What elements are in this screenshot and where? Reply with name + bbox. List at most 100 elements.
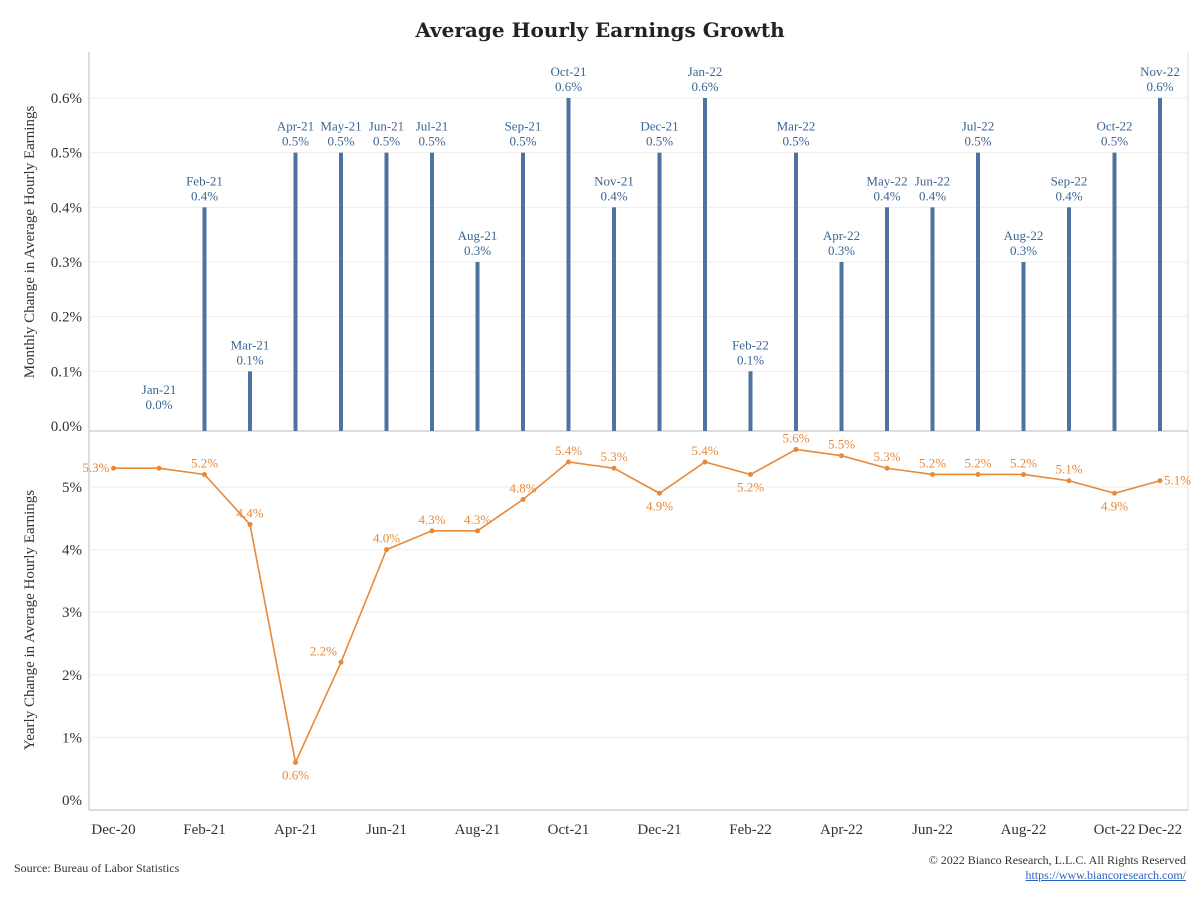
x-tick-label: Aug-22 bbox=[1001, 822, 1047, 838]
bar-category-label: Jun-22 bbox=[915, 173, 950, 188]
bar-category-label: Apr-21 bbox=[277, 119, 314, 134]
line-point bbox=[566, 459, 571, 465]
chart-title: Average Hourly Earnings Growth bbox=[414, 18, 785, 42]
bar bbox=[248, 371, 252, 431]
line-value-label: 0.6% bbox=[282, 767, 309, 782]
y-tick-label: 4% bbox=[62, 543, 82, 559]
bar-category-label: May-22 bbox=[866, 173, 907, 188]
bar-value-label: 0.3% bbox=[464, 243, 491, 258]
bar bbox=[202, 207, 207, 431]
line-point bbox=[520, 497, 526, 503]
x-tick-label: Dec-22 bbox=[1138, 822, 1182, 838]
bar bbox=[885, 207, 889, 431]
line-point bbox=[156, 465, 162, 471]
bar-value-label: 0.5% bbox=[782, 134, 809, 149]
bar-value-label: 0.5% bbox=[646, 134, 673, 149]
bar-category-label: Feb-22 bbox=[732, 337, 769, 352]
y-tick-label: 0.5% bbox=[51, 146, 82, 162]
y-tick-label: 0.6% bbox=[51, 91, 82, 107]
y-ticks: 0.0% 0.1% 0.2% 0.3% 0.4% 0.5% 0.6% 0% 1% 2% 3% 4% 5% bbox=[51, 91, 82, 809]
y-axis-label-monthly: Monthly Change in Average Hourly Earning… bbox=[22, 106, 38, 379]
bar-category-label: Oct-22 bbox=[1096, 119, 1132, 134]
line-value-label: 2.2% bbox=[310, 643, 337, 658]
bar-category-label: Nov-22 bbox=[1140, 64, 1180, 79]
x-tick-label: Jun-22 bbox=[912, 822, 953, 838]
bar-series bbox=[202, 97, 1162, 431]
bar-value-label: 0.3% bbox=[828, 243, 855, 258]
line-value-label: 5.2% bbox=[919, 455, 946, 470]
line-value-label: 4.4% bbox=[236, 506, 263, 521]
line-point bbox=[748, 471, 753, 477]
line-point bbox=[975, 471, 981, 477]
line-value-label: 4.0% bbox=[373, 531, 400, 546]
line-value-label: 5.2% bbox=[191, 455, 218, 470]
line-point bbox=[657, 490, 662, 496]
bar-category-label: Feb-21 bbox=[186, 173, 223, 188]
y-tick-label: 5% bbox=[62, 480, 82, 496]
bar-value-label: 0.4% bbox=[873, 188, 900, 203]
bar bbox=[1158, 97, 1162, 431]
bar-category-label: Jul-22 bbox=[962, 119, 995, 134]
y-tick-label: 3% bbox=[62, 605, 82, 621]
line-point bbox=[202, 471, 207, 477]
x-ticks: Dec-20 Feb-21 Apr-21 Jun-21 Aug-21 Oct-21 Dec-… bbox=[91, 822, 1182, 838]
bar bbox=[1112, 152, 1117, 431]
bar bbox=[976, 152, 980, 431]
y-tick-label: 0.2% bbox=[51, 310, 82, 326]
bar bbox=[612, 207, 616, 431]
bar-category-label: Dec-21 bbox=[640, 119, 678, 134]
website-link[interactable]: https://www.biancoresearch.com/ bbox=[1025, 868, 1186, 882]
x-tick-label: Feb-22 bbox=[729, 822, 772, 838]
line-point bbox=[611, 465, 617, 471]
bar-category-label: Aug-21 bbox=[458, 228, 498, 243]
bar bbox=[794, 152, 798, 431]
bar-category-label: Jan-21 bbox=[142, 382, 177, 397]
line-point bbox=[475, 528, 480, 534]
bar-category-label: Oct-21 bbox=[550, 64, 586, 79]
source-note: Source: Bureau of Labor Statistics bbox=[14, 861, 180, 875]
x-tick-label: Dec-20 bbox=[91, 822, 135, 838]
bar-value-label: 0.5% bbox=[282, 134, 309, 149]
line-point bbox=[1021, 471, 1026, 477]
bar-value-label: 0.1% bbox=[737, 352, 764, 367]
chart-frame bbox=[88, 52, 1189, 811]
x-tick-label: Oct-22 bbox=[1094, 822, 1136, 838]
bar-value-label: 0.5% bbox=[1101, 134, 1128, 149]
bar-value-label: 0.5% bbox=[964, 134, 991, 149]
bar bbox=[475, 261, 480, 431]
bar bbox=[1021, 261, 1026, 431]
line-value-label: 5.2% bbox=[1010, 455, 1037, 470]
line-point bbox=[247, 522, 253, 528]
line-value-label: 4.3% bbox=[418, 512, 445, 527]
bar-category-label: Nov-21 bbox=[594, 173, 634, 188]
line-point bbox=[930, 471, 935, 477]
line-labels: 5.3% 5.2% 4.4% 0.6% 2.2% 4.0% 4.3% 4.3% 4.8% 5.4%… bbox=[82, 430, 1191, 782]
bar-category-label: Mar-22 bbox=[777, 119, 816, 134]
bar-category-label: Jun-21 bbox=[369, 119, 404, 134]
y-tick-label: 2% bbox=[62, 668, 82, 684]
line-point bbox=[839, 453, 844, 459]
bar bbox=[430, 152, 434, 431]
bar-category-label: May-21 bbox=[320, 119, 361, 134]
bar bbox=[566, 97, 571, 431]
bar-category-label: Jan-22 bbox=[688, 64, 723, 79]
line-point bbox=[702, 459, 708, 465]
line-point bbox=[338, 659, 344, 665]
bar-value-label: 0.6% bbox=[1146, 79, 1173, 94]
bar bbox=[521, 152, 525, 431]
line-point bbox=[384, 547, 389, 553]
bar-value-label: 0.5% bbox=[509, 134, 536, 149]
bar-category-label: Jul-21 bbox=[416, 119, 449, 134]
x-tick-label: Apr-21 bbox=[274, 822, 317, 838]
bar bbox=[703, 97, 707, 431]
line-point bbox=[111, 465, 116, 471]
line-value-label: 5.1% bbox=[1055, 462, 1082, 477]
bar-value-label: 0.4% bbox=[1055, 188, 1082, 203]
x-tick-label: Jun-21 bbox=[366, 822, 407, 838]
y-tick-label: 0.4% bbox=[51, 200, 82, 216]
copyright-note: © 2022 Bianco Research, L.L.C. All Right… bbox=[928, 853, 1186, 867]
bar-category-label: Aug-22 bbox=[1004, 228, 1044, 243]
line-value-label: 4.8% bbox=[509, 481, 536, 496]
line-value-label: 5.3% bbox=[600, 449, 627, 464]
line-value-label: 5.6% bbox=[782, 430, 809, 445]
